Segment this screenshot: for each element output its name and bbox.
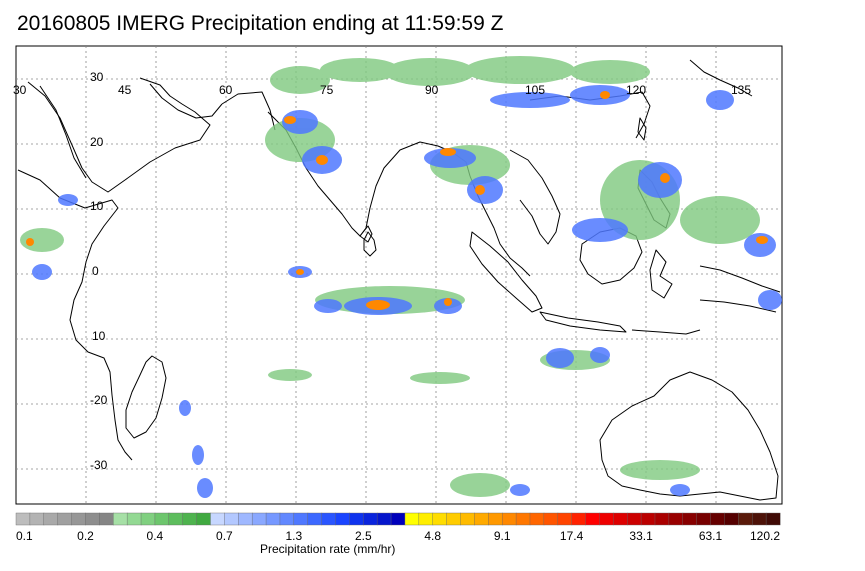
- colorbar-swatch: [488, 512, 503, 526]
- colorbar-swatch: [613, 512, 628, 526]
- colorbar-swatch: [390, 512, 406, 526]
- colorbar-swatch: [126, 512, 142, 526]
- colorbar-swatch: [418, 512, 434, 526]
- colorbar-swatch: [251, 512, 267, 526]
- lon-label-105: 105: [525, 83, 545, 97]
- lat-label-20: 20: [90, 135, 104, 149]
- colorbar-swatch: [99, 512, 114, 526]
- colorbar-swatch: [196, 512, 211, 526]
- colorbar-swatch: [752, 512, 767, 526]
- colorbar-swatch: [710, 512, 725, 526]
- colorbar-tick-label: 63.1: [699, 529, 723, 543]
- lat-label-s20: -20: [90, 393, 108, 407]
- colorbar-swatch: [668, 512, 684, 526]
- colorbar-tick-label: 4.8: [424, 529, 441, 543]
- colorbar-tick-label: 1.3: [285, 529, 302, 543]
- colorbar-swatch: [543, 512, 559, 526]
- colorbar-swatch: [738, 512, 753, 526]
- colorbar-swatch: [321, 512, 336, 526]
- colorbar-swatch: [376, 512, 392, 526]
- colorbar-swatch: [57, 512, 73, 526]
- colorbar-tick-label: 17.4: [560, 529, 584, 543]
- colorbar-swatch: [640, 512, 656, 526]
- colorbar-tick-label: 120.2: [750, 529, 780, 543]
- colorbar-swatch: [154, 512, 170, 526]
- colorbar-swatch: [265, 512, 281, 526]
- colorbar-swatch: [682, 512, 698, 526]
- longitude-labels: 30 45 60 75 90 105 120 135: [13, 83, 751, 97]
- lat-label-10: 10: [90, 199, 104, 213]
- colorbar-swatch: [224, 512, 239, 526]
- colorbar: [15, 512, 781, 526]
- colorbar-swatch: [599, 512, 614, 526]
- colorbar-tick-label: 0.7: [216, 529, 233, 543]
- colorbar-tick-label: 33.1: [629, 529, 653, 543]
- colorbar-swatch: [293, 512, 309, 526]
- latitude-labels: 30 20 10 0 10 -20 -30: [90, 70, 108, 472]
- colorbar-swatch: [15, 512, 31, 526]
- colorbar-swatch: [571, 512, 587, 526]
- map-title: 20160805 IMERG Precipitation ending at 1…: [17, 12, 504, 35]
- colorbar-swatch: [557, 512, 573, 526]
- colorbar-tick-label: 9.1: [494, 529, 511, 543]
- colorbar-swatch: [696, 512, 712, 526]
- colorbar-swatch: [307, 512, 323, 526]
- lon-label-120: 120: [626, 83, 646, 97]
- lon-label-60: 60: [219, 83, 233, 97]
- colorbar-swatch: [724, 512, 739, 526]
- colorbar-swatch: [765, 512, 781, 526]
- colorbar-tick-labels: 0.1 0.2 0.4 0.7 1.3 2.5 4.8 9.1 17.4 33.1 63.1 120.…: [16, 529, 780, 543]
- colorbar-swatch: [279, 512, 295, 526]
- map-gridlines: [16, 46, 782, 504]
- colorbar-swatch: [515, 512, 531, 526]
- colorbar-swatch: [43, 512, 59, 526]
- colorbar-swatch: [529, 512, 545, 526]
- colorbar-swatch: [460, 512, 475, 526]
- colorbar-tick-label: 0.4: [147, 529, 164, 543]
- lat-label-30: 30: [90, 70, 104, 84]
- colorbar-tick-label: 2.5: [355, 529, 372, 543]
- colorbar-swatch: [446, 512, 462, 526]
- lat-label-s10: 10: [92, 329, 106, 343]
- lon-label-135: 135: [731, 83, 751, 97]
- precip-moderate: [32, 85, 782, 498]
- colorbar-tick-label: 0.1: [16, 529, 33, 543]
- colorbar-swatch: [335, 512, 350, 526]
- colorbar-swatch: [363, 512, 378, 526]
- colorbar-swatch: [238, 512, 253, 526]
- colorbar-swatch: [113, 512, 128, 526]
- colorbar-tick-label: 0.2: [77, 529, 94, 543]
- lon-label-75: 75: [320, 83, 334, 97]
- lat-label-0: 0: [92, 264, 99, 278]
- colorbar-swatch: [29, 512, 45, 526]
- colorbar-swatch: [71, 512, 86, 526]
- colorbar-swatch: [654, 512, 670, 526]
- lat-label-s30: -30: [90, 458, 108, 472]
- lon-label-90: 90: [425, 83, 439, 97]
- colorbar-swatch: [585, 512, 600, 526]
- lon-label-30: 30: [13, 83, 27, 97]
- colorbar-swatch: [501, 512, 517, 526]
- colorbar-swatch: [474, 512, 489, 526]
- lon-label-45: 45: [118, 83, 132, 97]
- map-frame: [15, 45, 783, 505]
- colorbar-swatch: [432, 512, 448, 526]
- colorbar-swatch: [404, 512, 420, 526]
- colorbar-swatch: [140, 512, 156, 526]
- precipitation-field: [20, 56, 782, 498]
- colorbar-swatch: [210, 512, 225, 526]
- colorbar-swatch: [85, 512, 100, 526]
- colorbar-swatch: [349, 512, 364, 526]
- colorbar-caption: Precipitation rate (mm/hr): [260, 542, 396, 556]
- colorbar-swatch: [168, 512, 184, 526]
- precip-heavy: [26, 91, 768, 310]
- colorbar-swatch: [182, 512, 198, 526]
- colorbar-swatch: [627, 512, 642, 526]
